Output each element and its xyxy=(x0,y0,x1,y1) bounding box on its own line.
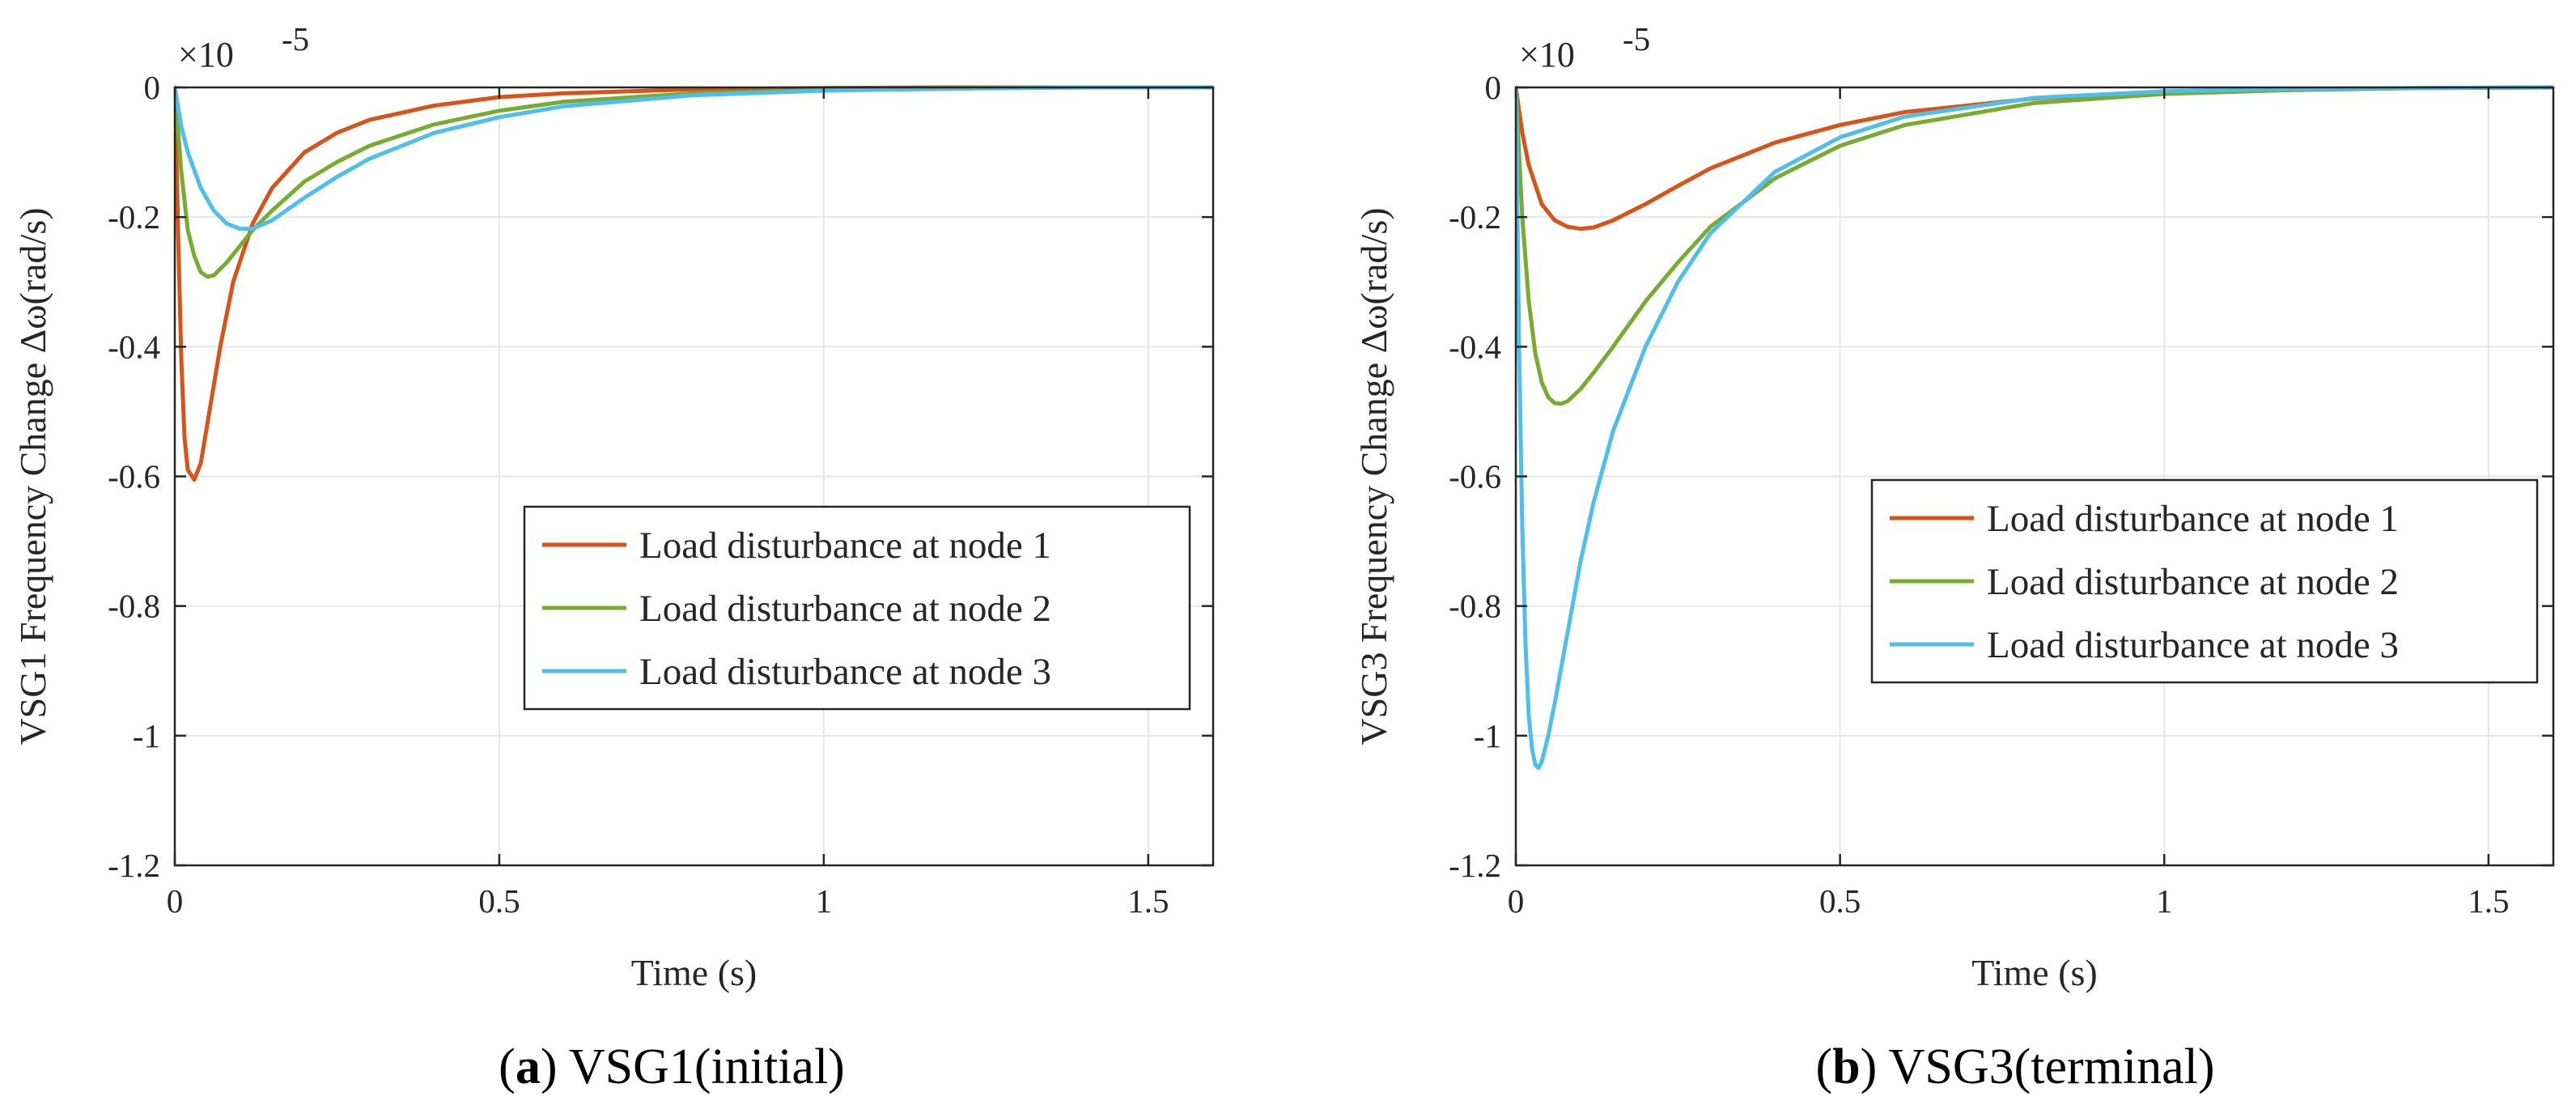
series-line-node-3 xyxy=(1516,85,2553,771)
x-tick-label: 0.5 xyxy=(478,882,520,920)
series-line-node-1 xyxy=(175,85,1213,482)
caption-letter: b xyxy=(1832,1039,1860,1094)
legend-label-node-1: Load disturbance at node 1 xyxy=(639,525,1051,567)
y-axis-label: VSG1 Frequency Change Δω(rad/s) xyxy=(12,207,53,745)
x-axis-label: Time (s) xyxy=(631,952,758,993)
y-tick-label: -1 xyxy=(1474,717,1501,754)
chart-panel-a: 0 0.5 1 1.5 0 -0.2 -0.4 -0.6 -0.8 -1 -1.2 ×10 -5 Time… xyxy=(12,20,1215,1094)
legend-box xyxy=(523,505,1191,711)
caption-paren-open: ( xyxy=(499,1039,516,1094)
panel-caption: (b) VSG3(terminal) xyxy=(1815,1039,2214,1094)
legend-label-node-2: Load disturbance at node 2 xyxy=(639,588,1051,630)
legend-label-node-3: Load disturbance at node 3 xyxy=(1987,624,2399,666)
legend-label-node-1: Load disturbance at node 1 xyxy=(1987,498,2399,540)
caption-paren-open: ( xyxy=(1815,1039,1832,1094)
x-tick-label: 1.5 xyxy=(2468,882,2509,920)
y-tick-label: -0.4 xyxy=(108,328,160,365)
x-tick-label: 1 xyxy=(2156,882,2173,920)
caption-paren-close: ) xyxy=(541,1039,569,1094)
legend-label-node-2: Load disturbance at node 2 xyxy=(1987,561,2399,603)
x-tick-label: 1 xyxy=(816,882,833,920)
y-tick-label: -0.8 xyxy=(1449,588,1501,625)
caption-letter: a xyxy=(516,1039,541,1094)
legend-box xyxy=(1870,478,2539,684)
x-tick-label: 1.5 xyxy=(1127,882,1169,920)
y-exponent-label: ×10 xyxy=(1519,35,1575,74)
series-line-node-2 xyxy=(1516,85,2553,406)
x-tick-label: 0 xyxy=(167,882,184,920)
x-tick-label: 0.5 xyxy=(1819,882,1861,920)
y-tick-label: -1.2 xyxy=(1449,847,1501,884)
y-exponent-power: -5 xyxy=(282,20,309,57)
y-tick-label: -1.2 xyxy=(108,847,160,884)
y-tick-label: -0.6 xyxy=(108,458,160,495)
x-tick-label: 0 xyxy=(1508,882,1525,920)
legend: Load disturbance at node 1 Load disturban… xyxy=(1870,478,2539,684)
panel-caption: (a) VSG1(initial) xyxy=(499,1039,845,1094)
y-tick-label: -0.4 xyxy=(1449,328,1501,365)
legend: Load disturbance at node 1 Load disturban… xyxy=(523,505,1191,711)
series-line-node-3 xyxy=(175,85,1213,232)
legend-label-node-3: Load disturbance at node 3 xyxy=(639,651,1051,693)
y-exponent-label: ×10 xyxy=(178,35,234,74)
y-tick-label: -0.2 xyxy=(108,198,160,236)
x-axis-label: Time (s) xyxy=(1971,952,2098,993)
caption-text: VSG3(terminal) xyxy=(1889,1039,2215,1094)
y-tick-label: 0 xyxy=(1485,69,1502,106)
y-tick-label: -0.2 xyxy=(1449,198,1501,236)
y-tick-label: -0.6 xyxy=(1449,458,1501,495)
y-tick-label: 0 xyxy=(144,69,161,106)
y-tick-label: -1 xyxy=(133,717,160,754)
chart-panel-b: 0 0.5 1 1.5 0 -0.2 -0.4 -0.6 -0.8 -1 -1.2 ×10 -5 Time… xyxy=(1353,20,2555,1094)
y-tick-label: -0.8 xyxy=(108,588,160,625)
caption-text: VSG1(initial) xyxy=(569,1039,845,1094)
y-axis-label: VSG3 Frequency Change Δω(rad/s) xyxy=(1353,207,1394,745)
caption-paren-close: ) xyxy=(1861,1039,1889,1094)
y-exponent-power: -5 xyxy=(1623,20,1650,57)
